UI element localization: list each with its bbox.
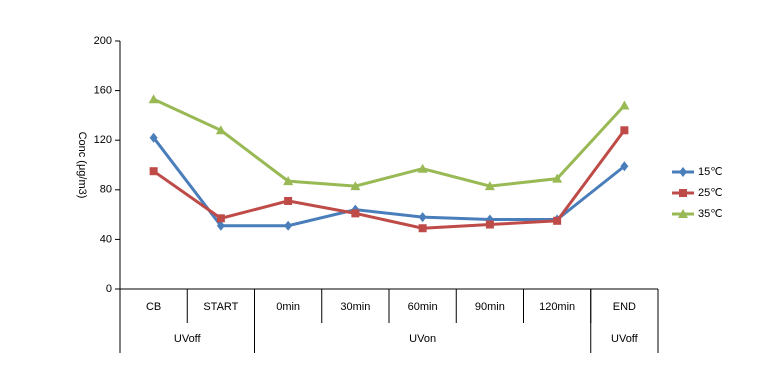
y-tick-label: 160 bbox=[94, 85, 112, 97]
x-tick-label: CB bbox=[146, 301, 161, 313]
marker bbox=[484, 181, 495, 191]
marker bbox=[350, 181, 361, 191]
legend-label: 25℃ bbox=[698, 187, 723, 199]
y-tick-label: 80 bbox=[100, 184, 112, 196]
marker bbox=[216, 220, 225, 231]
marker bbox=[417, 163, 428, 173]
marker bbox=[552, 173, 563, 183]
y-tick-label: 200 bbox=[94, 35, 112, 47]
series-line bbox=[152, 136, 626, 228]
marker bbox=[148, 94, 159, 104]
marker bbox=[679, 167, 687, 177]
x-tick-label: 60min bbox=[408, 301, 438, 313]
legend-label: 35℃ bbox=[698, 208, 723, 220]
marker bbox=[283, 176, 294, 186]
y-tick-label: 0 bbox=[106, 283, 112, 295]
marker bbox=[149, 132, 158, 143]
marker bbox=[215, 125, 226, 135]
marker bbox=[284, 220, 293, 231]
y-tick-label: 40 bbox=[100, 233, 112, 245]
group-label: UVoff bbox=[611, 333, 639, 345]
marker bbox=[619, 100, 630, 110]
marker bbox=[284, 196, 293, 205]
y-axis-label: Conc (μg/m3) bbox=[76, 132, 88, 199]
x-tick-label: 0min bbox=[276, 301, 300, 313]
marker bbox=[620, 161, 629, 172]
marker bbox=[485, 220, 494, 229]
marker bbox=[418, 212, 427, 223]
marker bbox=[679, 189, 687, 197]
marker bbox=[620, 126, 629, 135]
x-tick-label: 120min bbox=[539, 301, 575, 313]
group-label: UVoff bbox=[174, 333, 202, 345]
y-tick-label: 120 bbox=[94, 134, 112, 146]
series-line bbox=[152, 129, 626, 230]
marker bbox=[553, 216, 562, 225]
marker bbox=[418, 224, 427, 233]
x-tick-label: START bbox=[203, 301, 238, 313]
x-tick-label: END bbox=[613, 301, 636, 313]
group-label: UVon bbox=[409, 333, 436, 345]
x-tick-label: 30min bbox=[340, 301, 370, 313]
series-line bbox=[152, 97, 626, 188]
marker bbox=[351, 209, 360, 218]
x-tick-label: 90min bbox=[475, 301, 505, 313]
marker bbox=[216, 214, 225, 223]
marker bbox=[678, 209, 688, 218]
legend-label: 15℃ bbox=[698, 166, 723, 178]
marker bbox=[149, 167, 158, 176]
